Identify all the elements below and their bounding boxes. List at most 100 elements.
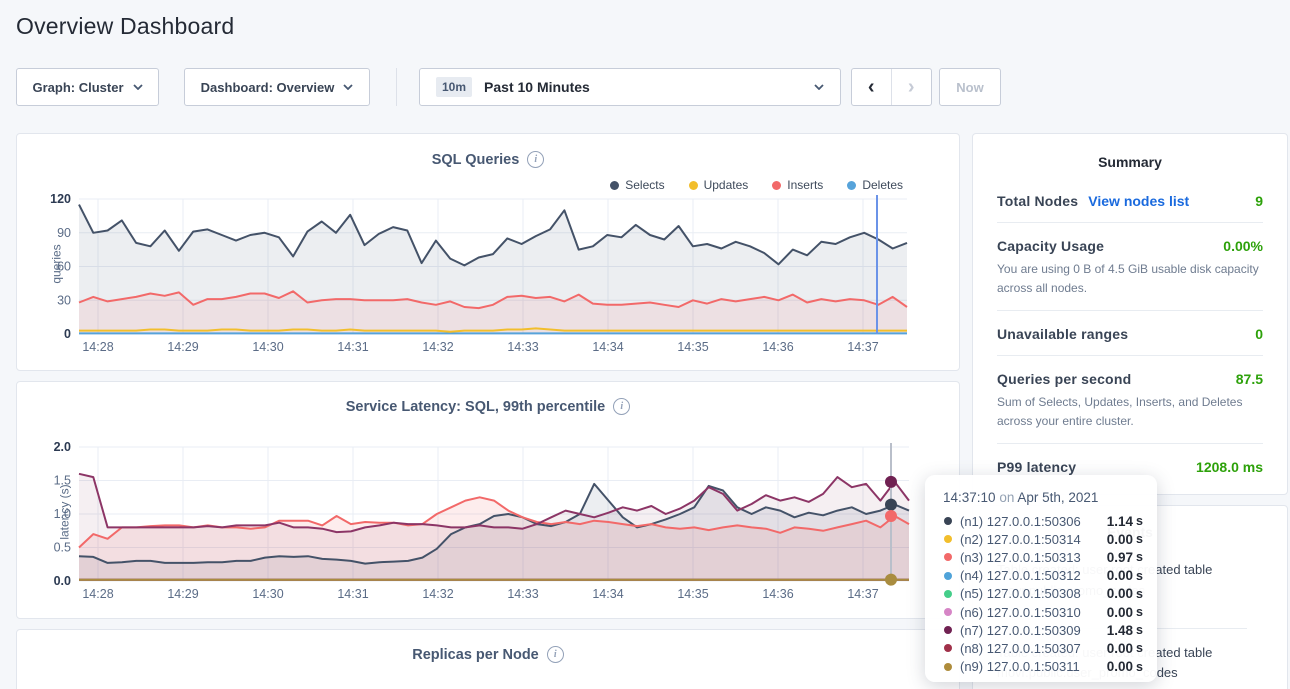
time-range-label: Past 10 Minutes <box>484 79 590 95</box>
prev-time-button[interactable]: ‹ <box>852 69 892 105</box>
x-tick-label: 14:29 <box>167 340 198 354</box>
now-button[interactable]: Now <box>939 68 1001 106</box>
summary-label: Queries per second <box>997 371 1131 387</box>
summary-value: 0.00% <box>1223 238 1263 254</box>
tooltip-value: 1.14 <box>1107 514 1133 529</box>
tooltip-node-label: (n1) 127.0.0.1:50306 <box>960 514 1107 529</box>
x-tick-label: 14:30 <box>252 340 283 354</box>
tooltip-row: (n9) 127.0.0.1:503110.00s <box>939 658 1143 676</box>
tooltip-value: 0.00 <box>1107 659 1133 674</box>
y-tick-label: 120 <box>50 192 71 206</box>
tooltip-row: (n3) 127.0.0.1:503130.97s <box>939 548 1143 566</box>
sql-queries-chart-canvas[interactable]: 14:2814:2914:3014:3114:3214:3314:3414:35… <box>17 134 961 366</box>
summary-card: Summary Total Nodes View nodes list 9 Ca… <box>972 133 1288 495</box>
summary-label: Capacity Usage <box>997 238 1104 254</box>
series-dot-icon <box>944 553 952 561</box>
series-dot-icon <box>944 663 952 671</box>
graph-dropdown[interactable]: Graph: Cluster <box>16 68 159 106</box>
x-tick-label: 14:28 <box>82 340 113 354</box>
x-tick-label: 14:30 <box>252 587 283 601</box>
tooltip-row: (n7) 127.0.0.1:503091.48s <box>939 621 1143 639</box>
summary-label: P99 latency <box>997 459 1076 475</box>
tooltip-node-label: (n6) 127.0.0.1:50310 <box>960 605 1107 620</box>
tooltip-node-label: (n4) 127.0.0.1:50312 <box>960 568 1107 583</box>
series-dot-icon <box>944 517 952 525</box>
tooltip-unit: s <box>1136 514 1143 528</box>
y-tick-label: 1.5 <box>54 474 71 488</box>
series-dot-icon <box>944 590 952 598</box>
x-tick-label: 14:31 <box>337 587 368 601</box>
time-range-dropdown[interactable]: 10m Past 10 Minutes <box>419 68 841 106</box>
tooltip-row: (n1) 127.0.0.1:503061.14s <box>939 512 1143 530</box>
x-tick-label: 14:33 <box>507 587 538 601</box>
x-tick-label: 14:34 <box>592 587 623 601</box>
tooltip-node-label: (n9) 127.0.0.1:50311 <box>960 659 1107 674</box>
x-tick-label: 14:28 <box>82 587 113 601</box>
tooltip-row: (n4) 127.0.0.1:503120.00s <box>939 567 1143 585</box>
chart-title: Replicas per Node <box>412 647 539 663</box>
info-icon[interactable]: i <box>547 646 564 663</box>
dashboard-dropdown-label: Dashboard: Overview <box>201 80 335 95</box>
summary-desc: Sum of Selects, Updates, Inserts, and De… <box>997 393 1263 430</box>
tooltip-row: (n6) 127.0.0.1:503100.00s <box>939 603 1143 621</box>
latency-chart-canvas[interactable]: 14:28 14:29 14:30 14:31 14:32 14:33 14:34 14:35… <box>17 382 961 614</box>
hover-point <box>885 574 897 586</box>
tooltip-value: 0.00 <box>1107 605 1133 620</box>
x-tick-label: 14:33 <box>507 340 538 354</box>
summary-value: 9 <box>1255 193 1263 209</box>
tooltip-unit: s <box>1136 660 1143 674</box>
chevron-down-icon <box>133 84 143 90</box>
summary-row-total-nodes: Total Nodes View nodes list 9 <box>997 178 1263 222</box>
hover-tooltip: 14:37:10 on Apr 5th, 2021 (n1) 127.0.0.1… <box>925 475 1157 682</box>
x-tick-label: 14:37 <box>847 587 878 601</box>
hover-point <box>885 510 897 522</box>
tooltip-node-label: (n3) 127.0.0.1:50313 <box>960 550 1107 565</box>
summary-row-capacity: Capacity Usage 0.00% You are using 0 B o… <box>997 222 1263 310</box>
x-tick-label: 14:32 <box>422 587 453 601</box>
x-tick-label: 14:35 <box>677 587 708 601</box>
tooltip-node-label: (n7) 127.0.0.1:50309 <box>960 623 1107 638</box>
y-tick-label: 30 <box>57 293 71 307</box>
y-tick-label: 0 <box>64 327 71 341</box>
hover-point <box>885 499 897 511</box>
next-time-button[interactable]: › <box>892 69 932 105</box>
chevron-left-icon: ‹ <box>868 76 875 99</box>
x-tick-label: 14:37 <box>847 340 878 354</box>
tooltip-unit: s <box>1136 550 1143 564</box>
tooltip-value: 1.48 <box>1107 623 1133 638</box>
series-dot-icon <box>944 608 952 616</box>
y-tick-label: 1.0 <box>54 507 71 521</box>
y-tick-label: 60 <box>57 260 71 274</box>
toolbar-divider <box>396 68 397 106</box>
tooltip-unit: s <box>1136 641 1143 655</box>
x-tick-label: 14:29 <box>167 587 198 601</box>
tooltip-row: (n8) 127.0.0.1:503070.00s <box>939 639 1143 657</box>
page-title: Overview Dashboard <box>16 13 234 40</box>
chevron-down-icon <box>343 84 353 90</box>
summary-desc: You are using 0 B of 4.5 GiB usable disk… <box>997 260 1263 297</box>
summary-label: Unavailable ranges <box>997 326 1128 342</box>
tooltip-unit: s <box>1136 569 1143 583</box>
y-tick-label: 90 <box>57 226 71 240</box>
summary-value: 1208.0 ms <box>1196 459 1263 475</box>
series-dot-icon <box>944 572 952 580</box>
time-range-badge: 10m <box>436 77 472 97</box>
replicas-per-node-card: Replicas per Node i <box>16 629 960 689</box>
dashboard-dropdown[interactable]: Dashboard: Overview <box>184 68 370 106</box>
chevron-right-icon: › <box>908 76 915 99</box>
summary-title: Summary <box>973 154 1287 170</box>
tooltip-unit: s <box>1136 587 1143 601</box>
summary-row-unavailable: Unavailable ranges 0 <box>997 310 1263 355</box>
tooltip-node-label: (n2) 127.0.0.1:50314 <box>960 532 1107 547</box>
summary-value: 87.5 <box>1236 371 1263 387</box>
summary-row-qps: Queries per second 87.5 Sum of Selects, … <box>997 355 1263 443</box>
tooltip-value: 0.00 <box>1107 586 1133 601</box>
tooltip-node-label: (n8) 127.0.0.1:50307 <box>960 641 1107 656</box>
service-latency-card: Service Latency: SQL, 99th percentile i … <box>16 381 960 619</box>
hover-point <box>885 476 897 488</box>
summary-value: 0 <box>1255 326 1263 342</box>
view-nodes-link[interactable]: View nodes list <box>1088 193 1189 209</box>
series-dot-icon <box>944 626 952 634</box>
y-tick-label: 2.0 <box>54 440 71 454</box>
sql-queries-card: SQL Queries i SelectsUpdatesInsertsDelet… <box>16 133 960 371</box>
